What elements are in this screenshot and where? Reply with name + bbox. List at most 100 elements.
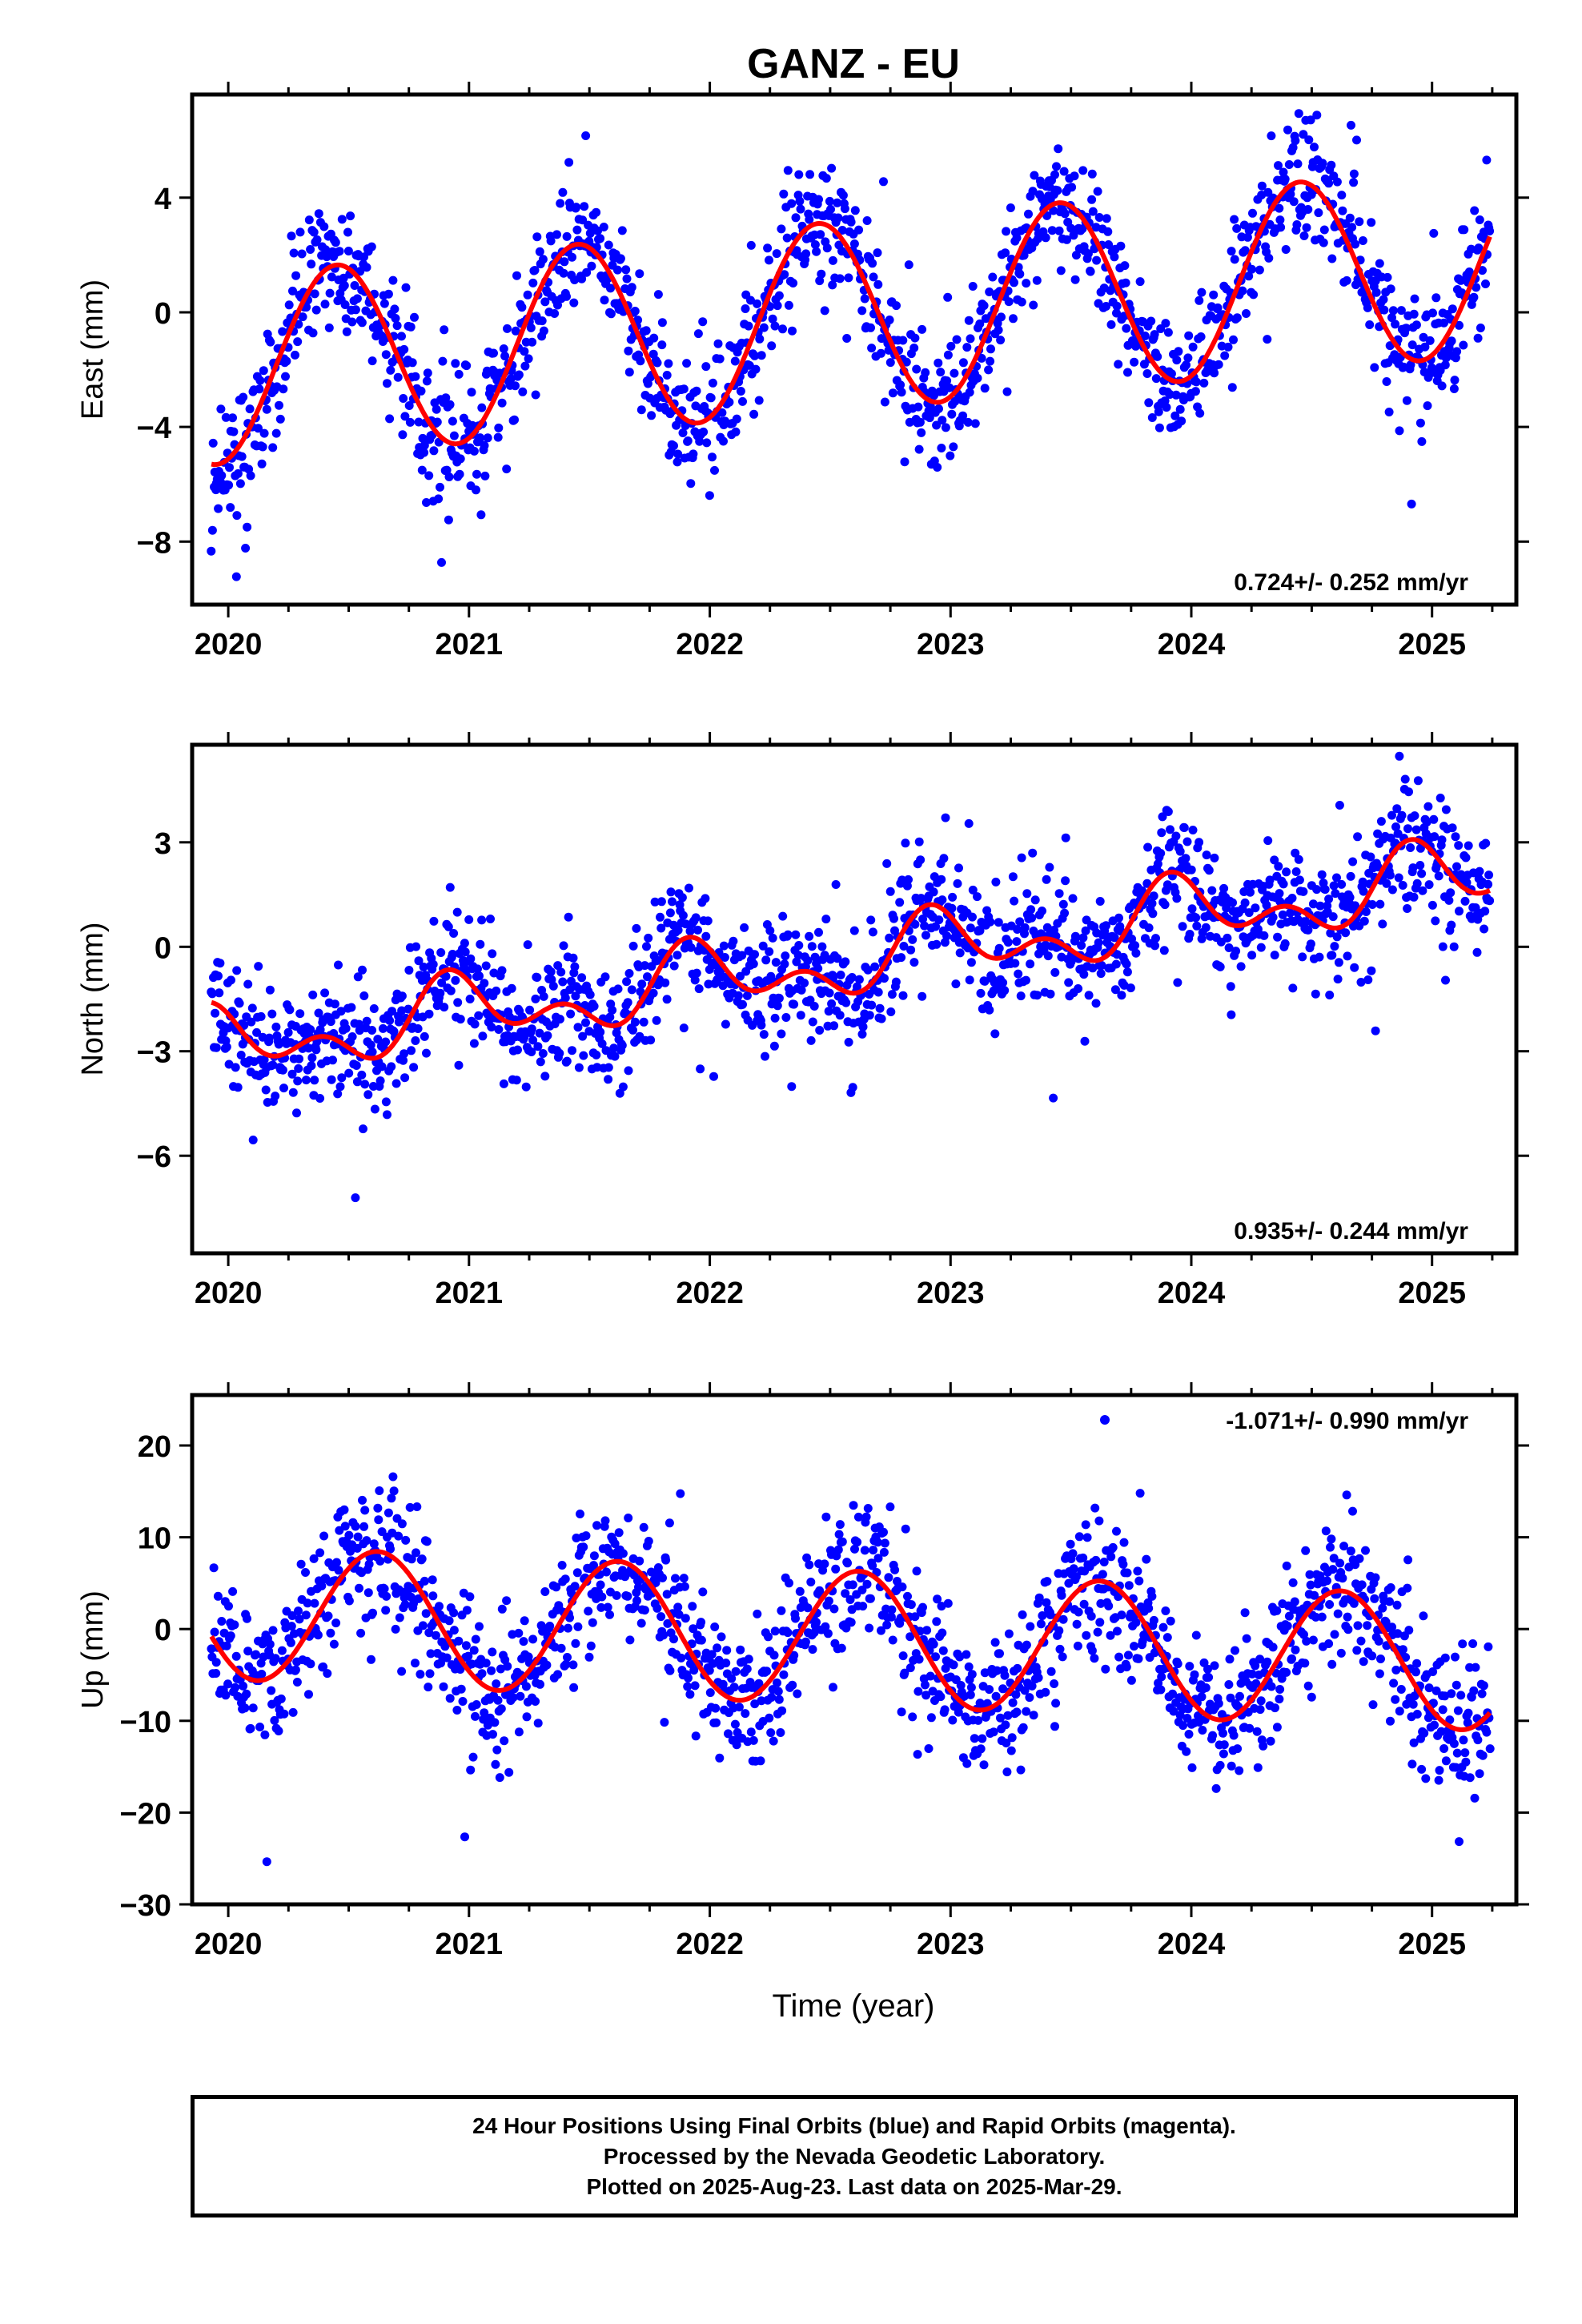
data-point [259, 366, 268, 376]
data-point [1019, 251, 1029, 260]
data-point [587, 261, 596, 271]
data-point [783, 1628, 793, 1638]
data-point [307, 1053, 317, 1063]
data-point [920, 921, 930, 931]
data-point [465, 995, 475, 1003]
data-point [1275, 203, 1284, 213]
data-point [1302, 1636, 1311, 1646]
data-point [648, 988, 658, 998]
data-point [456, 1015, 465, 1024]
data-point [613, 984, 623, 994]
data-point [761, 955, 771, 965]
data-point [1099, 1558, 1109, 1566]
data-point [1026, 959, 1035, 969]
data-point [1182, 1714, 1192, 1723]
data-point [400, 344, 409, 354]
data-point [1178, 1721, 1188, 1731]
data-point [325, 288, 335, 298]
y-tick-label: 20 [138, 1430, 171, 1464]
data-point [773, 1678, 781, 1687]
data-point [765, 947, 774, 956]
data-points-up [207, 1472, 1495, 1867]
data-point [337, 215, 347, 224]
data-point [1219, 883, 1229, 893]
data-point [921, 1680, 930, 1690]
data-point [397, 1667, 407, 1676]
data-point [669, 1634, 678, 1644]
data-point [1147, 413, 1157, 422]
data-point [359, 1522, 369, 1531]
data-point [841, 957, 850, 967]
data-point [359, 991, 369, 1000]
data-point [588, 1618, 597, 1627]
data-point [858, 1602, 868, 1611]
data-point [836, 971, 845, 979]
data-point [438, 356, 448, 366]
data-point [1263, 836, 1273, 846]
data-point [791, 930, 801, 939]
data-point [1116, 241, 1126, 251]
data-point [359, 1124, 367, 1134]
data-point [1367, 1651, 1377, 1661]
data-point [271, 1092, 280, 1101]
data-point [1092, 255, 1102, 265]
data-point [736, 387, 745, 396]
data-point [416, 1670, 425, 1679]
data-point [284, 300, 294, 310]
data-point [1409, 309, 1419, 319]
data-point [1355, 217, 1364, 227]
data-point [623, 998, 632, 1007]
data-point [329, 1639, 339, 1649]
data-point [568, 953, 578, 963]
data-point [445, 1694, 455, 1703]
data-point [1300, 1659, 1310, 1668]
data-point [578, 1031, 588, 1041]
data-point [1012, 1707, 1022, 1717]
data-point [990, 1029, 1000, 1039]
data-point [912, 1566, 921, 1576]
data-point [731, 427, 741, 436]
data-point [243, 522, 252, 532]
data-point [1352, 135, 1361, 145]
data-point [260, 1730, 270, 1739]
data-point [1455, 907, 1464, 916]
data-point [1191, 913, 1201, 923]
data-point [846, 217, 856, 227]
data-point [938, 895, 947, 905]
data-point [774, 291, 784, 300]
data-point [1356, 978, 1366, 987]
data-point [1441, 1756, 1451, 1766]
data-point [674, 1610, 684, 1619]
data-point [1401, 1653, 1411, 1662]
data-point [939, 854, 949, 863]
data-point [224, 1602, 233, 1611]
data-point [918, 1602, 927, 1612]
data-point [925, 413, 934, 423]
data-point [637, 979, 647, 989]
data-point [1363, 303, 1372, 312]
data-point [1191, 377, 1201, 387]
data-point [320, 300, 330, 309]
data-point [831, 1564, 841, 1574]
data-point [1172, 356, 1182, 365]
data-point [1030, 895, 1040, 905]
data-point [905, 1663, 915, 1673]
data-point [1055, 1644, 1065, 1654]
data-point [339, 1505, 349, 1514]
y-tick-label: 0 [155, 931, 171, 965]
data-point [624, 1514, 633, 1522]
data-point [817, 269, 826, 279]
data-point [298, 312, 307, 322]
data-point [311, 305, 321, 315]
data-point [469, 446, 479, 456]
data-point [477, 403, 487, 412]
data-point [1207, 886, 1217, 895]
data-point [239, 392, 248, 402]
data-point [1219, 1728, 1227, 1738]
data-point [1319, 225, 1329, 235]
data-point [867, 1000, 877, 1010]
data-point [862, 216, 872, 225]
data-point [710, 465, 719, 475]
